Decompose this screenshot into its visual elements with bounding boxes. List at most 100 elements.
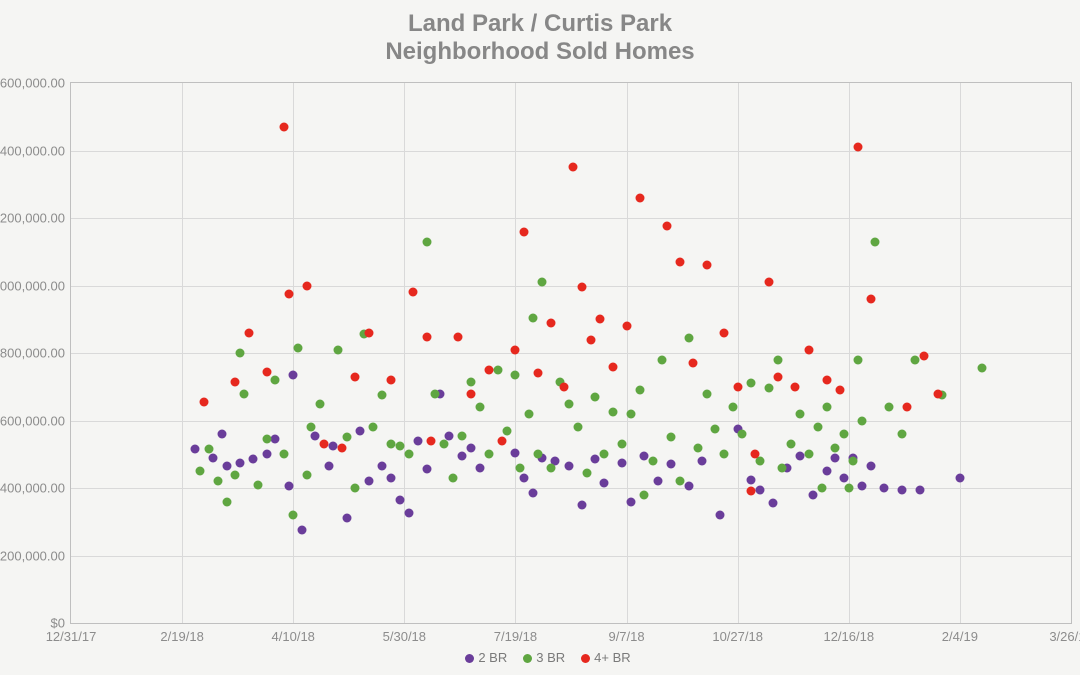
data-point bbox=[333, 345, 342, 354]
data-point bbox=[689, 359, 698, 368]
data-point bbox=[578, 500, 587, 509]
data-point bbox=[195, 467, 204, 476]
data-point bbox=[475, 463, 484, 472]
data-point bbox=[324, 462, 333, 471]
data-point bbox=[764, 278, 773, 287]
data-point bbox=[493, 365, 502, 374]
data-point bbox=[529, 489, 538, 498]
data-point bbox=[591, 392, 600, 401]
data-point bbox=[484, 450, 493, 459]
data-point bbox=[871, 237, 880, 246]
gridline-v bbox=[849, 83, 850, 623]
data-point bbox=[618, 440, 627, 449]
data-point bbox=[609, 362, 618, 371]
data-point bbox=[342, 514, 351, 523]
data-point bbox=[822, 467, 831, 476]
data-point bbox=[858, 482, 867, 491]
data-point bbox=[422, 332, 431, 341]
data-point bbox=[484, 365, 493, 374]
data-point bbox=[853, 355, 862, 364]
gridline-h bbox=[71, 556, 1071, 557]
data-point bbox=[595, 315, 604, 324]
data-point bbox=[573, 423, 582, 432]
data-point bbox=[235, 349, 244, 358]
data-point bbox=[627, 497, 636, 506]
data-point bbox=[262, 450, 271, 459]
data-point bbox=[302, 281, 311, 290]
data-point bbox=[769, 499, 778, 508]
data-point bbox=[355, 426, 364, 435]
data-point bbox=[787, 440, 796, 449]
data-point bbox=[511, 345, 520, 354]
data-point bbox=[511, 370, 520, 379]
data-point bbox=[293, 343, 302, 352]
data-point bbox=[778, 463, 787, 472]
data-point bbox=[880, 484, 889, 493]
data-point bbox=[662, 222, 671, 231]
data-point bbox=[853, 143, 862, 152]
data-point bbox=[751, 450, 760, 459]
data-point bbox=[538, 278, 547, 287]
data-point bbox=[240, 389, 249, 398]
data-point bbox=[773, 355, 782, 364]
x-tick-label: 5/30/18 bbox=[383, 623, 426, 644]
data-point bbox=[635, 193, 644, 202]
data-point bbox=[280, 122, 289, 131]
data-point bbox=[822, 403, 831, 412]
gridline-h bbox=[71, 421, 1071, 422]
data-point bbox=[498, 436, 507, 445]
data-point bbox=[427, 436, 436, 445]
x-tick-label: 3/26/19 bbox=[1049, 623, 1080, 644]
data-point bbox=[840, 473, 849, 482]
data-point bbox=[867, 462, 876, 471]
data-point bbox=[511, 448, 520, 457]
x-tick-label: 4/10/18 bbox=[272, 623, 315, 644]
data-point bbox=[231, 377, 240, 386]
data-point bbox=[720, 450, 729, 459]
data-point bbox=[440, 440, 449, 449]
data-point bbox=[307, 423, 316, 432]
data-point bbox=[818, 484, 827, 493]
data-point bbox=[284, 289, 293, 298]
data-point bbox=[520, 473, 529, 482]
data-point bbox=[693, 443, 702, 452]
x-tick-label: 12/31/17 bbox=[46, 623, 97, 644]
data-point bbox=[262, 367, 271, 376]
data-point bbox=[675, 477, 684, 486]
data-point bbox=[422, 465, 431, 474]
gridline-h bbox=[71, 151, 1071, 152]
data-point bbox=[564, 462, 573, 471]
data-point bbox=[747, 487, 756, 496]
data-point bbox=[342, 433, 351, 442]
data-point bbox=[351, 484, 360, 493]
data-point bbox=[898, 485, 907, 494]
data-point bbox=[831, 453, 840, 462]
data-point bbox=[564, 399, 573, 408]
gridline-v bbox=[404, 83, 405, 623]
data-point bbox=[640, 451, 649, 460]
data-point bbox=[569, 163, 578, 172]
data-point bbox=[884, 403, 893, 412]
data-point bbox=[795, 409, 804, 418]
data-point bbox=[667, 460, 676, 469]
data-point bbox=[600, 478, 609, 487]
data-point bbox=[533, 369, 542, 378]
data-point bbox=[911, 355, 920, 364]
data-point bbox=[222, 462, 231, 471]
data-point bbox=[715, 511, 724, 520]
data-point bbox=[529, 313, 538, 322]
data-point bbox=[591, 455, 600, 464]
data-point bbox=[364, 477, 373, 486]
legend: 2 BR3 BR4+ BR bbox=[0, 650, 1080, 665]
data-point bbox=[200, 397, 209, 406]
data-point bbox=[271, 435, 280, 444]
data-point bbox=[298, 526, 307, 535]
data-point bbox=[253, 480, 262, 489]
chart-title: Land Park / Curtis Park Neighborhood Sol… bbox=[0, 10, 1080, 65]
data-point bbox=[795, 451, 804, 460]
data-point bbox=[395, 441, 404, 450]
data-point bbox=[458, 431, 467, 440]
y-tick-label: 400,000.00 bbox=[0, 143, 71, 158]
data-point bbox=[289, 370, 298, 379]
data-point bbox=[587, 335, 596, 344]
